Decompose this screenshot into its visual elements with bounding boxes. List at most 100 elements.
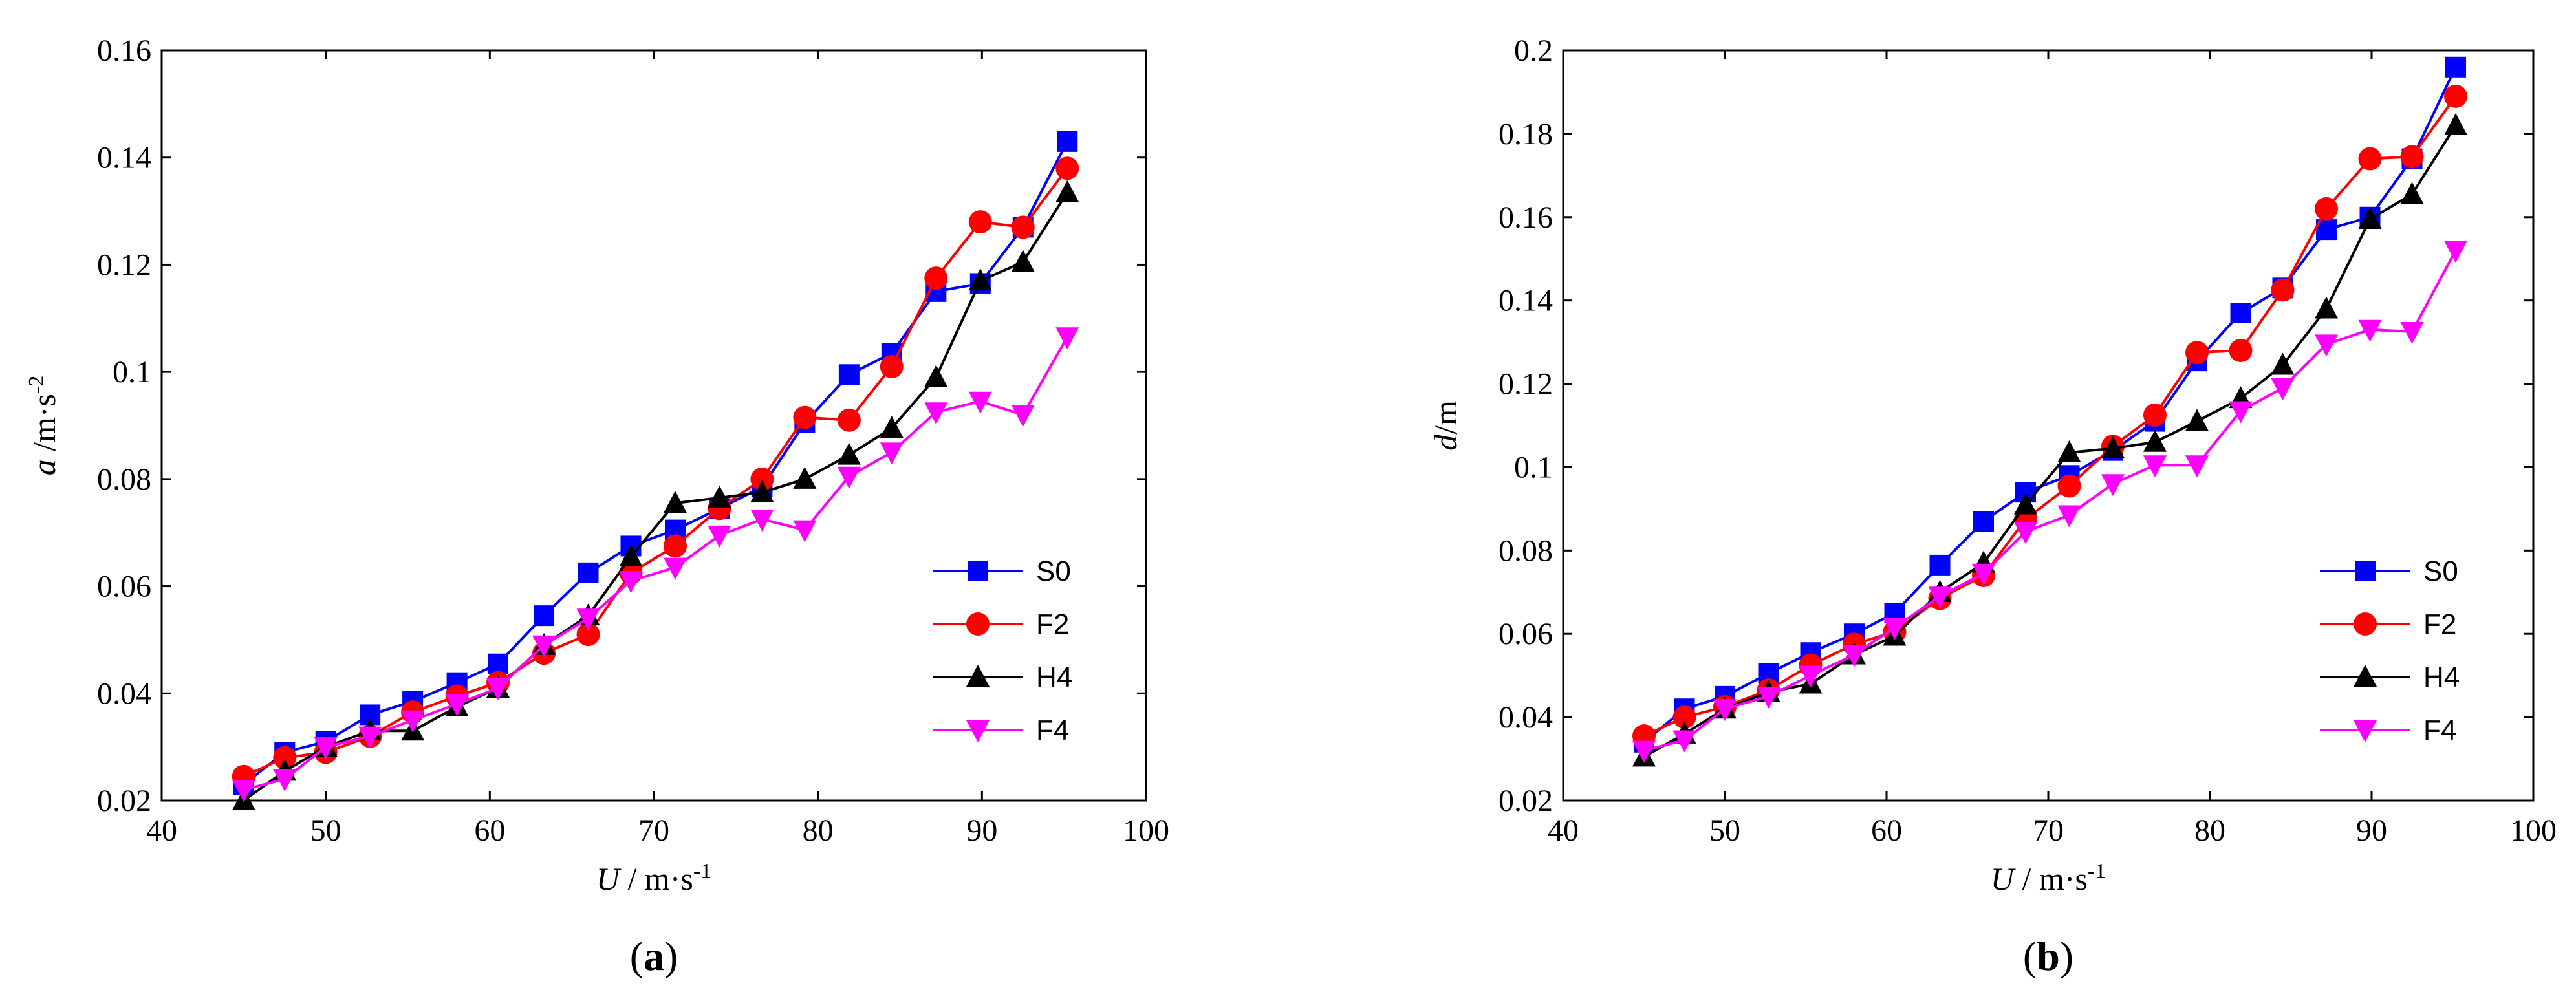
y-tick-label: 0.18 — [1499, 117, 1553, 151]
data-point-h4 — [2400, 182, 2424, 204]
y-tick-label: 0.02 — [97, 784, 151, 818]
data-point-h4 — [1055, 180, 1079, 202]
x-tick-label: 80 — [2194, 813, 2225, 848]
data-point-f4 — [532, 635, 556, 658]
panel-label: (b) — [2023, 933, 2073, 979]
y-tick-label: 0.04 — [97, 676, 151, 711]
data-point-s0 — [578, 562, 599, 583]
data-point-f4 — [968, 391, 992, 414]
data-point-f4 — [708, 525, 731, 548]
legend-marker-s0 — [2355, 561, 2376, 581]
data-point-s0 — [1973, 511, 1994, 532]
y-tick-label: 0.14 — [97, 141, 151, 175]
data-point-f4 — [1672, 730, 1696, 753]
series-h4 — [232, 180, 1079, 810]
data-point-s0 — [838, 364, 860, 385]
data-point-f4 — [1928, 586, 1952, 609]
legend: S0 F2 H4 F4 — [2320, 555, 2460, 746]
data-point-f4 — [2271, 378, 2295, 400]
y-axis-label: a /m·s-2 — [25, 376, 63, 476]
x-tick-label: 60 — [474, 813, 505, 848]
legend-label: F2 — [2423, 608, 2456, 640]
plot-frame — [160, 49, 1147, 802]
data-point-f2 — [750, 467, 774, 491]
data-point-f2 — [2271, 278, 2295, 302]
series-f2 — [1632, 84, 2467, 748]
data-point-f4 — [1632, 740, 1656, 763]
data-point-h4 — [663, 491, 687, 513]
y-tick-label: 0.12 — [1499, 367, 1553, 402]
data-point-f4 — [924, 402, 948, 425]
y-tick-label: 0.12 — [97, 248, 151, 282]
data-point-f4 — [1055, 327, 1079, 350]
series-line-s0 — [243, 140, 1069, 786]
data-point-s0 — [2230, 303, 2251, 323]
legend-marker-f2 — [2354, 612, 2377, 636]
data-point-f4 — [793, 520, 817, 543]
data-point-f4 — [1713, 699, 1737, 722]
legend: S0 F2 H4 F4 — [933, 555, 1072, 746]
data-point-f2 — [2057, 474, 2081, 498]
x-tick-label: 100 — [1123, 813, 1169, 848]
data-point-f4 — [2143, 455, 2167, 478]
legend-item-s0: S0 — [2320, 555, 2458, 587]
legend-item-s0: S0 — [933, 555, 1071, 587]
data-point-f2 — [924, 266, 948, 290]
data-point-f4 — [273, 769, 297, 791]
y-tick-label: 0.14 — [1499, 284, 1553, 318]
legend-marker-h4 — [966, 665, 990, 687]
data-point-f4 — [232, 780, 255, 802]
data-point-f4 — [1799, 665, 1823, 688]
legend-marker-h4 — [2354, 665, 2377, 687]
x-tick-label: 60 — [1871, 813, 1902, 848]
y-tick-label: 0.08 — [97, 462, 151, 497]
data-point-f4 — [619, 571, 643, 594]
data-point-f4 — [2101, 474, 2125, 497]
data-point-h4 — [2358, 207, 2382, 229]
x-tick-label: 100 — [2510, 813, 2557, 848]
data-point-s0 — [1057, 131, 1078, 152]
x-tick-label: 70 — [638, 813, 669, 848]
legend-item-f4: F4 — [933, 715, 1069, 746]
x-tick-label: 90 — [2356, 813, 2387, 848]
x-tick-label: 50 — [310, 813, 341, 848]
data-point-f4 — [401, 710, 425, 733]
data-point-f2 — [968, 210, 992, 234]
data-point-h4 — [837, 442, 861, 465]
legend-marker-f4 — [2354, 720, 2377, 742]
data-point-h4 — [2271, 352, 2295, 375]
legend-label: H4 — [1036, 662, 1072, 693]
legend-marker-f2 — [966, 612, 990, 636]
legend-label: F4 — [1036, 715, 1069, 746]
data-point-h4 — [708, 485, 731, 508]
data-point-f4 — [1011, 405, 1035, 427]
data-point-f4 — [2358, 319, 2382, 342]
y-tick-label: 0.04 — [1499, 700, 1553, 735]
y-tick-label: 0.08 — [1499, 533, 1553, 568]
series-s0 — [1634, 56, 2466, 753]
data-point-f4 — [2014, 522, 2037, 544]
data-point-h4 — [2143, 429, 2167, 452]
legend-item-f4: F4 — [2320, 715, 2456, 746]
series-f2 — [232, 156, 1079, 788]
data-point-f4 — [1757, 686, 1780, 709]
series-line-s0 — [1643, 66, 2457, 744]
data-point-h4 — [2101, 436, 2125, 458]
data-point-f2 — [2400, 145, 2424, 169]
x-tick-label: 40 — [146, 813, 177, 848]
x-tick-label: 50 — [1709, 813, 1740, 848]
legend-marker-s0 — [968, 561, 988, 581]
data-point-s0 — [2445, 56, 2466, 78]
data-point-h4 — [2057, 440, 2081, 462]
x-axis-label: U / m·s-1 — [596, 859, 711, 898]
legend-label: S0 — [2423, 555, 2458, 587]
series-f4 — [232, 327, 1079, 802]
data-point-h4 — [2185, 409, 2209, 431]
data-point-f4 — [486, 678, 510, 700]
data-point-f4 — [663, 557, 687, 580]
data-point-h4 — [968, 268, 992, 291]
data-point-f2 — [576, 623, 600, 647]
x-tick-label: 80 — [803, 813, 834, 848]
series-f4 — [1632, 241, 2467, 763]
series-line-f2 — [243, 167, 1068, 778]
